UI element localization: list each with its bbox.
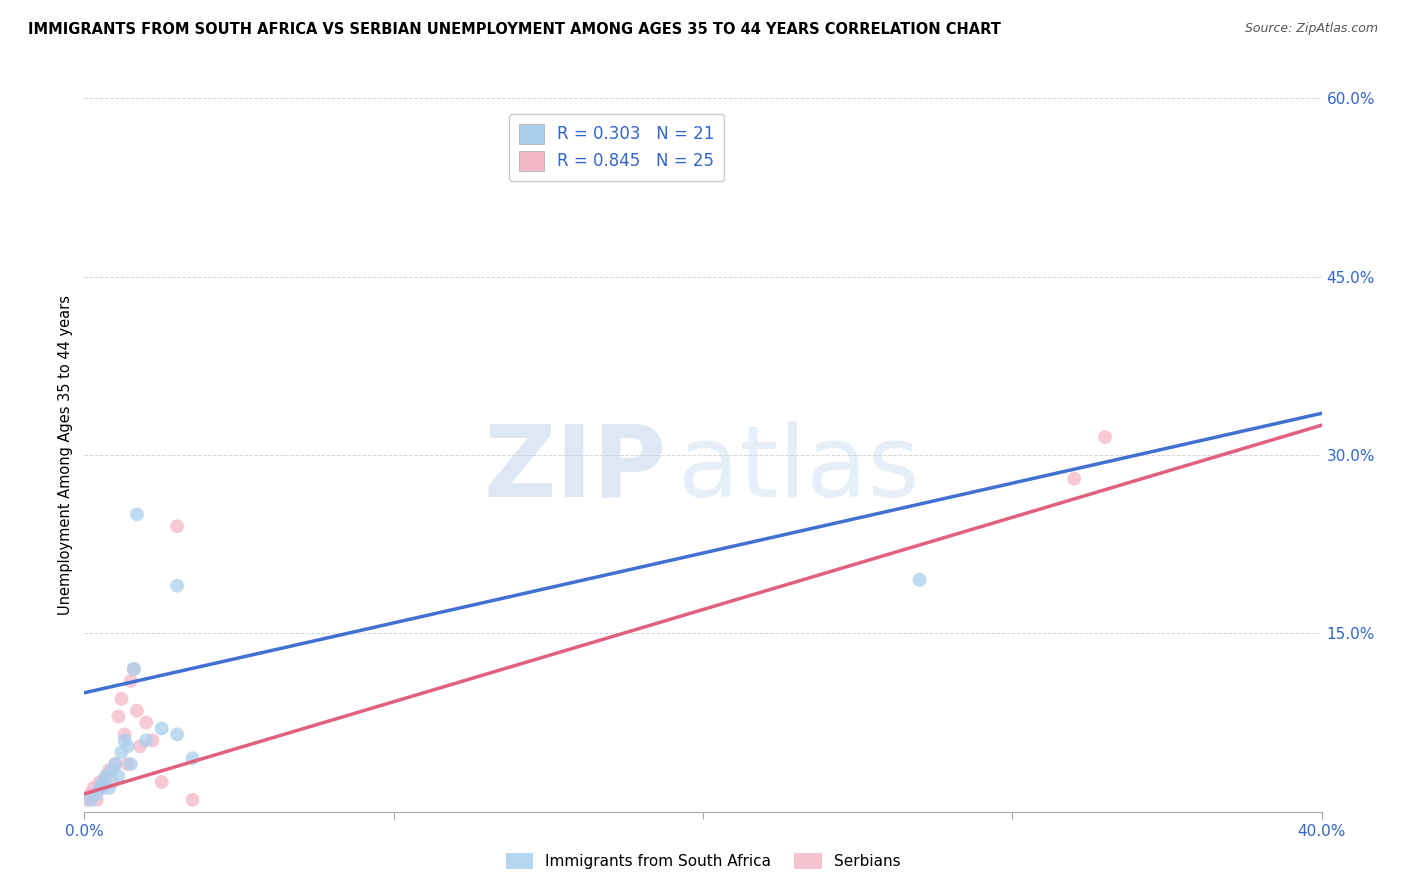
- Point: [104, 757, 127, 772]
- Point: [86, 793, 108, 807]
- Point: [129, 739, 152, 754]
- Point: [117, 739, 139, 754]
- Point: [101, 763, 124, 777]
- Legend: Immigrants from South Africa, Serbians: Immigrants from South Africa, Serbians: [499, 847, 907, 875]
- Point: [89, 780, 111, 795]
- Point: [166, 727, 188, 741]
- Point: [91, 775, 114, 789]
- Y-axis label: Unemployment Among Ages 35 to 44 years: Unemployment Among Ages 35 to 44 years: [58, 295, 73, 615]
- Point: [91, 780, 114, 795]
- Text: atlas: atlas: [678, 421, 920, 517]
- Point: [110, 691, 132, 706]
- Point: [79, 793, 101, 807]
- Point: [94, 769, 117, 783]
- Text: Source: ZipAtlas.com: Source: ZipAtlas.com: [1244, 22, 1378, 36]
- Point: [114, 727, 136, 741]
- Point: [117, 757, 139, 772]
- Point: [98, 763, 121, 777]
- Point: [908, 573, 931, 587]
- Point: [79, 787, 101, 801]
- Point: [181, 793, 204, 807]
- Point: [94, 769, 117, 783]
- Point: [135, 733, 157, 747]
- Point: [181, 751, 204, 765]
- Point: [150, 775, 173, 789]
- Point: [98, 780, 121, 795]
- Point: [125, 508, 148, 522]
- Text: IMMIGRANTS FROM SOUTH AFRICA VS SERBIAN UNEMPLOYMENT AMONG AGES 35 TO 44 YEARS C: IMMIGRANTS FROM SOUTH AFRICA VS SERBIAN …: [28, 22, 1001, 37]
- Point: [83, 780, 105, 795]
- Text: ZIP: ZIP: [484, 421, 666, 517]
- Point: [86, 787, 108, 801]
- Point: [166, 519, 188, 533]
- Point: [122, 662, 145, 676]
- Point: [120, 757, 142, 772]
- Point: [114, 733, 136, 747]
- Point: [89, 775, 111, 789]
- Legend: R = 0.303   N = 21, R = 0.845   N = 25: R = 0.303 N = 21, R = 0.845 N = 25: [509, 113, 724, 181]
- Point: [104, 757, 127, 772]
- Point: [122, 662, 145, 676]
- Point: [120, 673, 142, 688]
- Point: [150, 722, 173, 736]
- Point: [107, 709, 129, 723]
- Point: [1094, 430, 1116, 444]
- Point: [107, 769, 129, 783]
- Point: [135, 715, 157, 730]
- Point: [76, 793, 98, 807]
- Point: [1063, 472, 1085, 486]
- Point: [141, 733, 163, 747]
- Point: [101, 775, 124, 789]
- Point: [125, 704, 148, 718]
- Point: [166, 579, 188, 593]
- Point: [110, 745, 132, 759]
